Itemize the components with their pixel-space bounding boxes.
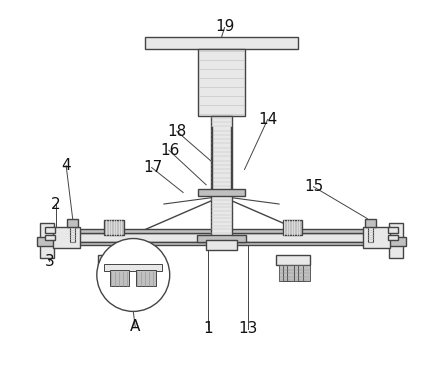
Text: 13: 13 [239, 321, 258, 336]
Bar [124, 264, 132, 281]
Text: 17: 17 [143, 160, 162, 175]
Text: 1: 1 [203, 321, 213, 336]
Bar [109, 264, 116, 281]
Bar [206, 241, 237, 250]
Text: 18: 18 [168, 124, 187, 139]
Bar [45, 227, 54, 233]
Bar [276, 254, 311, 265]
Bar [37, 237, 58, 246]
Bar [145, 37, 298, 49]
Bar [389, 227, 398, 233]
Bar [62, 229, 381, 233]
Bar [211, 116, 232, 192]
Bar [368, 225, 373, 243]
Bar [363, 227, 390, 248]
Bar [198, 49, 245, 116]
Circle shape [97, 239, 170, 311]
Text: 16: 16 [160, 143, 179, 158]
Bar [389, 223, 403, 258]
Text: 14: 14 [258, 112, 277, 127]
Bar [62, 242, 381, 246]
Bar [40, 223, 54, 258]
Text: 15: 15 [304, 179, 323, 194]
Text: 3: 3 [45, 254, 54, 269]
Bar [283, 220, 302, 235]
Text: A: A [130, 319, 140, 334]
Bar [198, 189, 245, 196]
Bar [101, 264, 108, 281]
Bar [365, 219, 376, 227]
Bar [298, 264, 305, 281]
Bar [110, 270, 129, 286]
Bar [115, 264, 122, 281]
Bar [385, 237, 406, 246]
Text: 4: 4 [61, 158, 71, 173]
Text: 19: 19 [215, 19, 234, 34]
Text: 2: 2 [51, 196, 61, 211]
Bar [294, 264, 300, 281]
Bar [120, 264, 127, 281]
Bar [288, 264, 295, 281]
Bar [279, 264, 286, 281]
Bar [105, 264, 111, 281]
Bar [70, 225, 75, 243]
Bar [303, 264, 310, 281]
Bar [45, 235, 54, 241]
Bar [211, 194, 232, 239]
Bar [105, 220, 124, 235]
Bar [283, 264, 290, 281]
Bar [53, 227, 80, 248]
Bar [389, 235, 398, 241]
Bar [67, 219, 78, 227]
Bar [105, 264, 162, 271]
Bar [97, 254, 132, 265]
Bar [197, 236, 246, 243]
Bar [136, 270, 155, 286]
Bar [62, 233, 381, 243]
